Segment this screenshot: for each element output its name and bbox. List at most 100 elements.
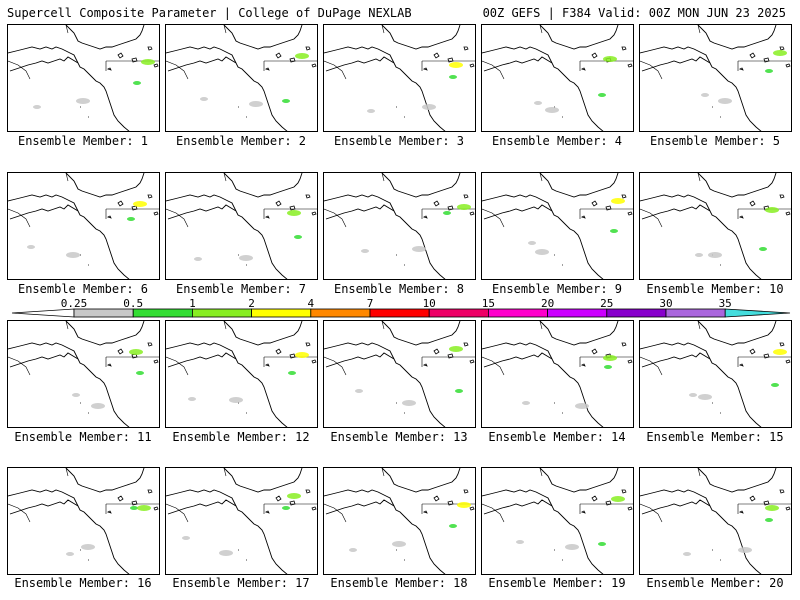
colorbar-tick-label: 1 (189, 297, 196, 310)
map-plot (640, 25, 791, 131)
field-shading (136, 371, 144, 375)
field-shading (229, 397, 243, 403)
field-shading (66, 552, 74, 556)
field-shading (575, 403, 589, 409)
coastline (640, 321, 777, 427)
colorbar-tick-label: 0.25 (61, 297, 88, 310)
colorbar-low-arrow (11, 308, 75, 318)
map-plot (8, 173, 159, 279)
field-shading (535, 249, 549, 255)
field-shading (188, 397, 196, 401)
field-shading (200, 97, 208, 101)
ensemble-member-label: Ensemble Member: 13 (330, 430, 468, 444)
field-shading (194, 257, 202, 261)
field-shading (610, 229, 618, 233)
ensemble-panel-1 (7, 24, 160, 132)
colorbar-tick-label: 2 (248, 297, 255, 310)
border-lines (482, 25, 633, 80)
ensemble-panel-9 (481, 172, 634, 280)
ensemble-panel-13 (323, 320, 476, 428)
field-shading (765, 207, 779, 213)
ensemble-panel-12 (165, 320, 318, 428)
map-plot (324, 173, 475, 279)
field-shading (455, 389, 463, 393)
map-plot (8, 321, 159, 427)
map-plot (166, 321, 317, 427)
coastline (324, 173, 461, 279)
islands (80, 342, 159, 414)
border-lines (324, 321, 475, 376)
ensemble-panel-2 (165, 24, 318, 132)
ensemble-member-label: Ensemble Member: 14 (488, 430, 626, 444)
field-shading (141, 59, 155, 65)
ensemble-member-label: Ensemble Member: 12 (172, 430, 310, 444)
field-shading (689, 393, 697, 397)
field-shading (603, 355, 617, 361)
field-shading (27, 245, 35, 249)
coastline (482, 321, 619, 427)
ensemble-member-label: Ensemble Member: 20 (646, 576, 784, 590)
field-shading (765, 69, 773, 73)
field-shading (457, 204, 471, 210)
colorbar-tick-label: 25 (600, 297, 613, 310)
field-shading (701, 93, 709, 97)
field-shading (604, 365, 612, 369)
ensemble-panel-15 (639, 320, 792, 428)
coastline (482, 468, 619, 574)
field-shading (130, 506, 138, 510)
field-shading (738, 547, 752, 553)
field-shading (698, 394, 712, 400)
ensemble-member-label: Ensemble Member: 7 (175, 282, 307, 296)
border-lines (8, 25, 159, 80)
islands (554, 342, 633, 414)
border-lines (166, 25, 317, 80)
field-shading (695, 253, 703, 257)
field-shading (137, 505, 151, 511)
field-shading (773, 349, 787, 355)
ensemble-panel-20 (639, 467, 792, 575)
field-shading (708, 252, 722, 258)
map-plot (166, 468, 317, 574)
coastline (324, 321, 461, 427)
colorbar-tick-label: 15 (482, 297, 495, 310)
map-plot (324, 468, 475, 574)
islands (238, 489, 317, 561)
islands (554, 46, 633, 118)
border-lines (640, 321, 791, 376)
border-lines (482, 173, 633, 228)
field-shading (528, 241, 536, 245)
map-plot (640, 321, 791, 427)
field-shading (765, 505, 779, 511)
border-lines (166, 468, 317, 523)
coastline (482, 173, 619, 279)
field-shading (759, 247, 767, 251)
field-shading (282, 506, 290, 510)
field-shading (598, 542, 606, 546)
coastline (166, 468, 303, 574)
ensemble-panel-6 (7, 172, 160, 280)
colorbar-segment (665, 308, 726, 318)
ensemble-member-label: Ensemble Member: 4 (491, 134, 623, 148)
border-lines (324, 468, 475, 523)
ensemble-panel-3 (323, 24, 476, 132)
colorbar-tick-label: 20 (541, 297, 554, 310)
field-shading (133, 81, 141, 85)
islands (396, 489, 475, 561)
colorbar-tick-label: 35 (719, 297, 732, 310)
coastline (166, 321, 303, 427)
border-lines (8, 173, 159, 228)
field-shading (219, 550, 233, 556)
ensemble-panel-19 (481, 467, 634, 575)
field-shading (449, 346, 463, 352)
field-shading (522, 401, 530, 405)
ensemble-member-label: Ensemble Member: 8 (333, 282, 465, 296)
colorbar-tick-label: 30 (659, 297, 672, 310)
field-shading (565, 544, 579, 550)
border-lines (482, 468, 633, 523)
field-shading (295, 352, 309, 358)
field-shading (611, 496, 625, 502)
field-shading (443, 211, 451, 215)
field-shading (81, 544, 95, 550)
field-shading (718, 98, 732, 104)
ensemble-panel-7 (165, 172, 318, 280)
